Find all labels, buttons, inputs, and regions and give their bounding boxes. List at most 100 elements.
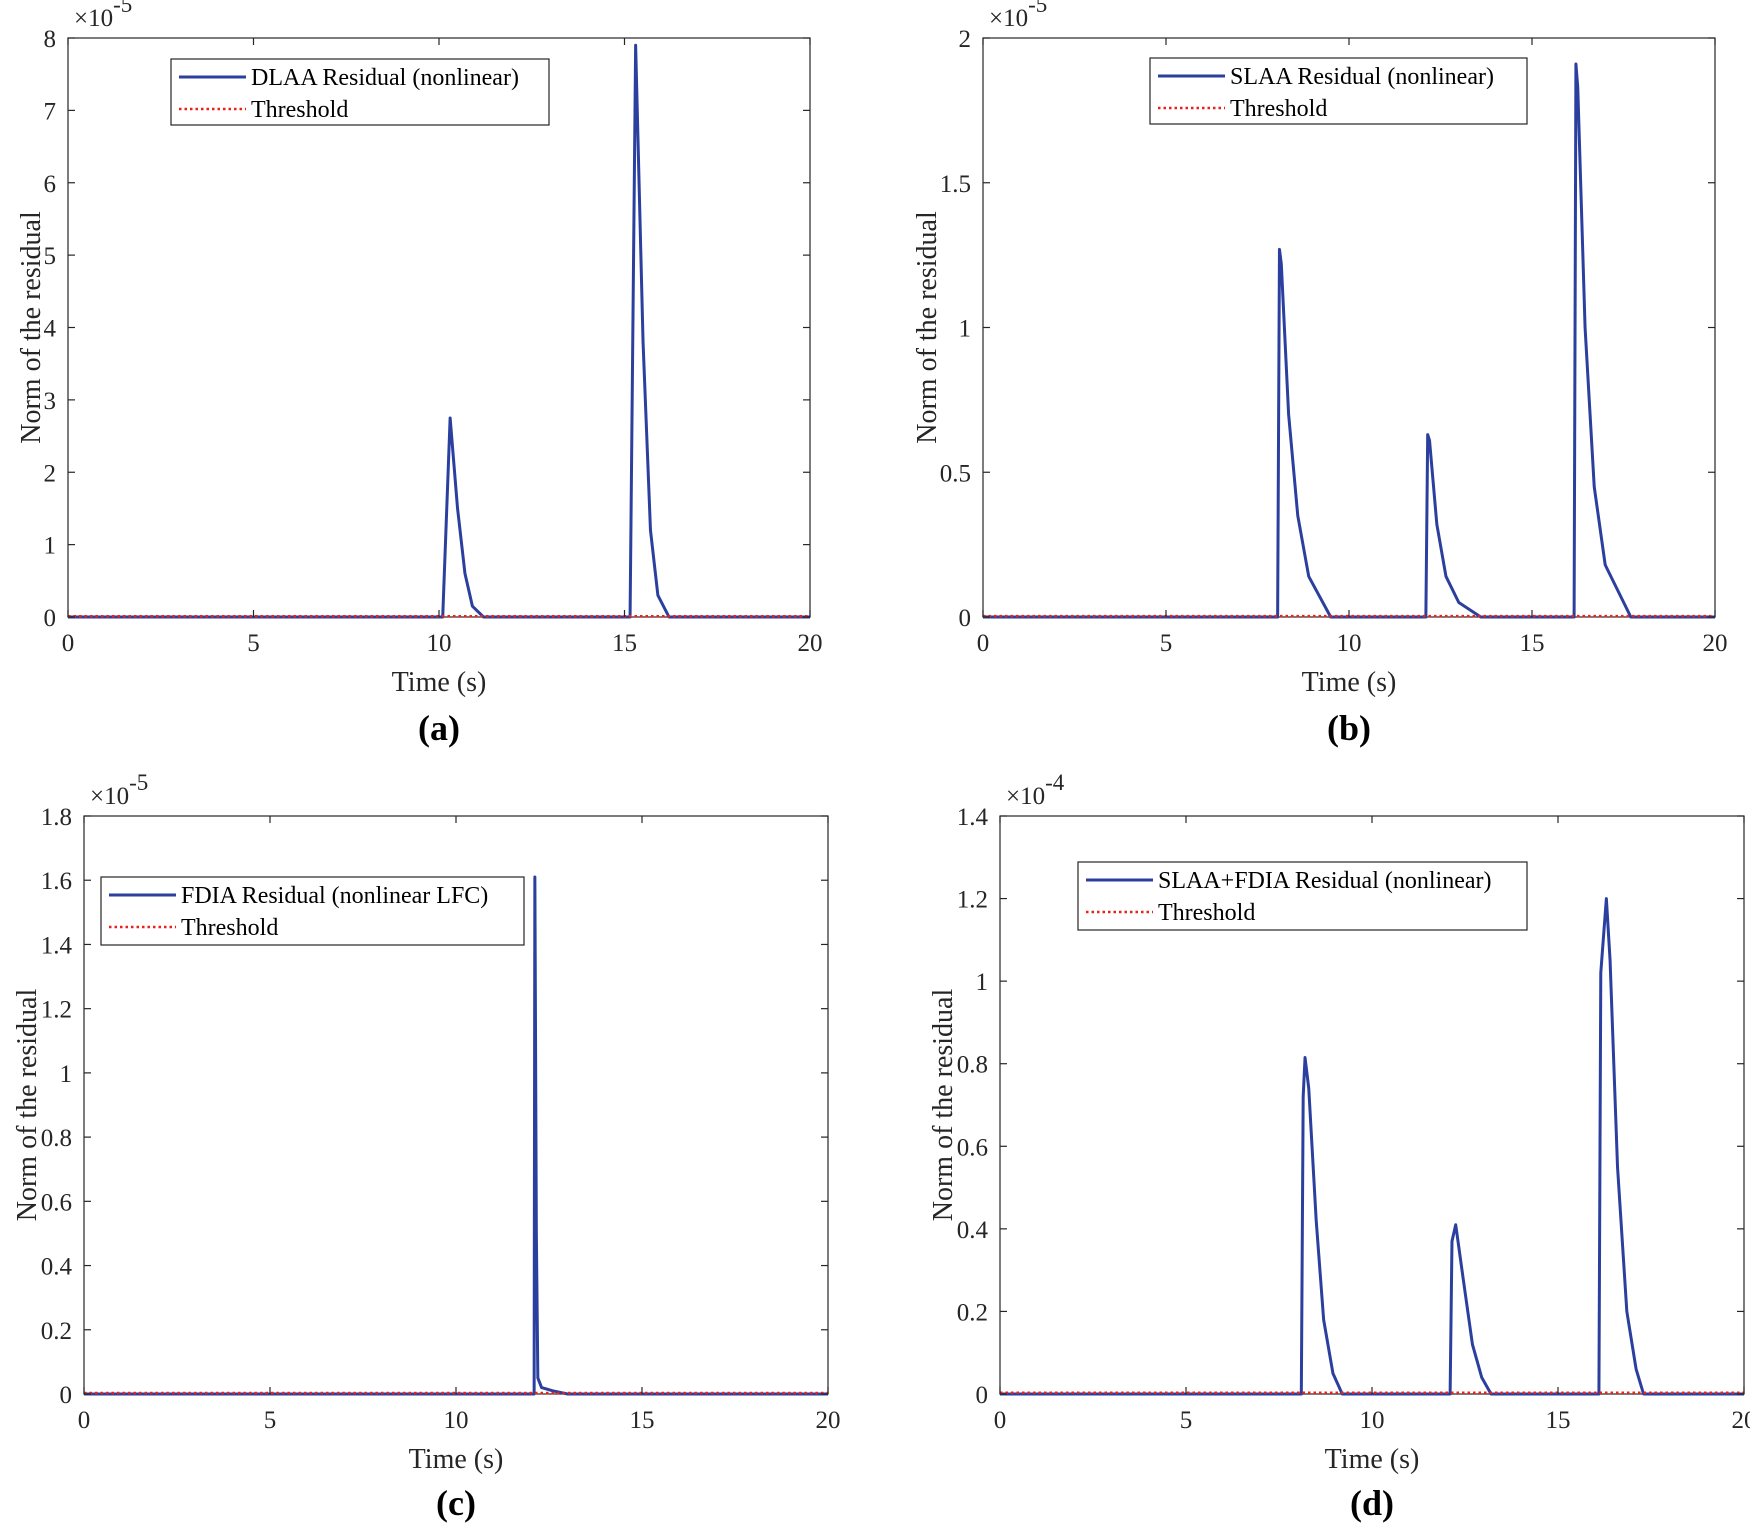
y-tick-label: 0.2 — [957, 1299, 988, 1326]
legend-box — [1077, 861, 1528, 931]
y-tick-label: 1.4 — [957, 804, 989, 831]
x-tick-label: 5 — [264, 1407, 277, 1434]
y-tick-label: 0 — [976, 1382, 989, 1409]
legend-entry: Threshold — [251, 97, 348, 123]
y-tick-label: 0 — [60, 1382, 73, 1409]
axis-exponent-base: ×10 — [74, 5, 113, 32]
x-tick-label: 0 — [78, 1407, 91, 1434]
x-tick-label: 10 — [427, 630, 452, 657]
x-axis-label: Time (s) — [1302, 667, 1397, 698]
y-tick-label: 2 — [44, 460, 57, 487]
y-axis-label: Norm of the residual — [912, 211, 943, 444]
x-tick-label: 0 — [994, 1407, 1007, 1434]
y-tick-label: 1 — [959, 316, 972, 343]
y-tick-label: 6 — [44, 171, 57, 198]
x-axis-label: Time (s) — [392, 667, 487, 698]
y-axis-label: Norm of the residual — [16, 211, 47, 444]
legend-box — [100, 876, 525, 946]
y-tick-label: 1.8 — [41, 804, 72, 831]
axis-exponent-power: -5 — [129, 770, 148, 795]
subfigure-label: (c) — [436, 1483, 476, 1523]
axis-exponent-base: ×10 — [90, 783, 129, 810]
y-tick-label: 4 — [44, 316, 57, 343]
y-axis-label: Norm of the residual — [12, 989, 43, 1222]
y-tick-label: 1.4 — [41, 932, 73, 959]
subfigure-label: (d) — [1350, 1483, 1394, 1523]
y-tick-label: 2 — [959, 26, 972, 53]
y-tick-label: 0.4 — [41, 1254, 73, 1281]
y-tick-label: 0.4 — [957, 1217, 989, 1244]
x-tick-label: 15 — [1520, 630, 1545, 657]
legend: FDIA Residual (nonlinear LFC) Threshold — [100, 876, 525, 946]
legend-entry: Threshold — [1230, 96, 1327, 122]
legend-entry: DLAA Residual (nonlinear) — [251, 65, 519, 91]
y-axis-label: Norm of the residual — [928, 989, 959, 1222]
x-tick-label: 0 — [977, 630, 990, 657]
y-tick-label: 0 — [959, 605, 972, 632]
residual-line — [983, 62, 1715, 619]
axis-exponent-power: -5 — [1028, 0, 1047, 17]
y-tick-label: 0 — [44, 605, 57, 632]
x-tick-label: 15 — [1546, 1407, 1571, 1434]
legend-entry: Threshold — [1158, 900, 1255, 926]
axis-exponent: ×10-5 — [989, 0, 1047, 32]
x-tick-label: 20 — [1732, 1407, 1750, 1434]
y-tick-label: 5 — [44, 243, 57, 270]
y-tick-label: 1.2 — [957, 887, 988, 914]
x-tick-label: 20 — [798, 630, 823, 657]
x-tick-label: 5 — [247, 630, 260, 657]
y-tick-label: 0.6 — [957, 1134, 988, 1161]
axis-exponent-power: -4 — [1045, 770, 1065, 795]
y-tick-label: 1.5 — [940, 171, 971, 198]
axis-exponent-power: -5 — [113, 0, 132, 17]
y-tick-label: 0.6 — [41, 1189, 72, 1216]
legend-box — [170, 58, 550, 126]
legend-entry: FDIA Residual (nonlinear LFC) — [181, 883, 488, 909]
y-tick-label: 8 — [44, 26, 57, 53]
y-tick-label: 0.8 — [41, 1125, 72, 1152]
legend: DLAA Residual (nonlinear) Threshold — [170, 58, 550, 126]
x-tick-label: 15 — [612, 630, 637, 657]
chart-panel-2: 0 5 10 15 20 0 0.5 1 1.5 2 ×10-5 Time (s) Norm of th… — [912, 0, 1728, 748]
axis-exponent: ×10-4 — [1006, 770, 1065, 810]
x-axis-label: Time (s) — [1325, 1444, 1420, 1475]
legend: SLAA Residual (nonlinear) Threshold — [1149, 57, 1528, 125]
chart-panel-1: 0 5 10 15 20 0 1 2 3 4 5 6 7 8 ×10-5 Time (s) Norm of th… — [16, 0, 823, 748]
y-tick-label: 3 — [44, 388, 57, 415]
chart-panel-3: 0 5 10 15 20 0 0.2 0.4 0.6 0.8 1 1.2 1.4 1.6 1.8 ×10-5 T… — [12, 770, 841, 1523]
x-tick-label: 20 — [1703, 630, 1728, 657]
y-tick-label: 1 — [976, 969, 989, 996]
x-tick-label: 5 — [1180, 1407, 1193, 1434]
legend-entry: SLAA Residual (nonlinear) — [1230, 64, 1494, 90]
x-tick-label: 0 — [62, 630, 75, 657]
plot-area-frame — [67, 37, 811, 618]
legend: SLAA+FDIA Residual (nonlinear) Threshold — [1077, 861, 1528, 931]
residual-line — [68, 43, 810, 619]
plot-area-frame — [982, 37, 1716, 618]
chart-panel-4: 0 5 10 15 20 0 0.2 0.4 0.6 0.8 1 1.2 1.4 ×10-4 Time (s… — [928, 770, 1750, 1523]
y-tick-label: 1 — [60, 1061, 73, 1088]
legend-entry: Threshold — [181, 915, 278, 941]
y-tick-label: 1.6 — [41, 868, 72, 895]
x-tick-label: 5 — [1160, 630, 1173, 657]
axis-exponent-base: ×10 — [1006, 783, 1045, 810]
x-tick-label: 15 — [630, 1407, 655, 1434]
legend-box — [1149, 57, 1528, 125]
y-tick-label: 0.2 — [41, 1318, 72, 1345]
x-tick-label: 10 — [1360, 1407, 1385, 1434]
x-tick-label: 10 — [444, 1407, 469, 1434]
axis-exponent: ×10-5 — [74, 0, 132, 32]
x-axis-label: Time (s) — [409, 1444, 504, 1475]
x-tick-label: 20 — [816, 1407, 841, 1434]
subfigure-label: (b) — [1327, 708, 1371, 748]
y-tick-label: 0.8 — [957, 1052, 988, 1079]
axis-exponent-base: ×10 — [989, 5, 1028, 32]
subfigure-label: (a) — [418, 708, 460, 748]
x-tick-label: 10 — [1337, 630, 1362, 657]
y-tick-label: 1 — [44, 533, 57, 560]
residual-line — [1000, 897, 1744, 1396]
y-tick-label: 7 — [44, 98, 57, 125]
y-tick-label: 0.5 — [940, 460, 971, 487]
legend-entry: SLAA+FDIA Residual (nonlinear) — [1158, 868, 1492, 894]
